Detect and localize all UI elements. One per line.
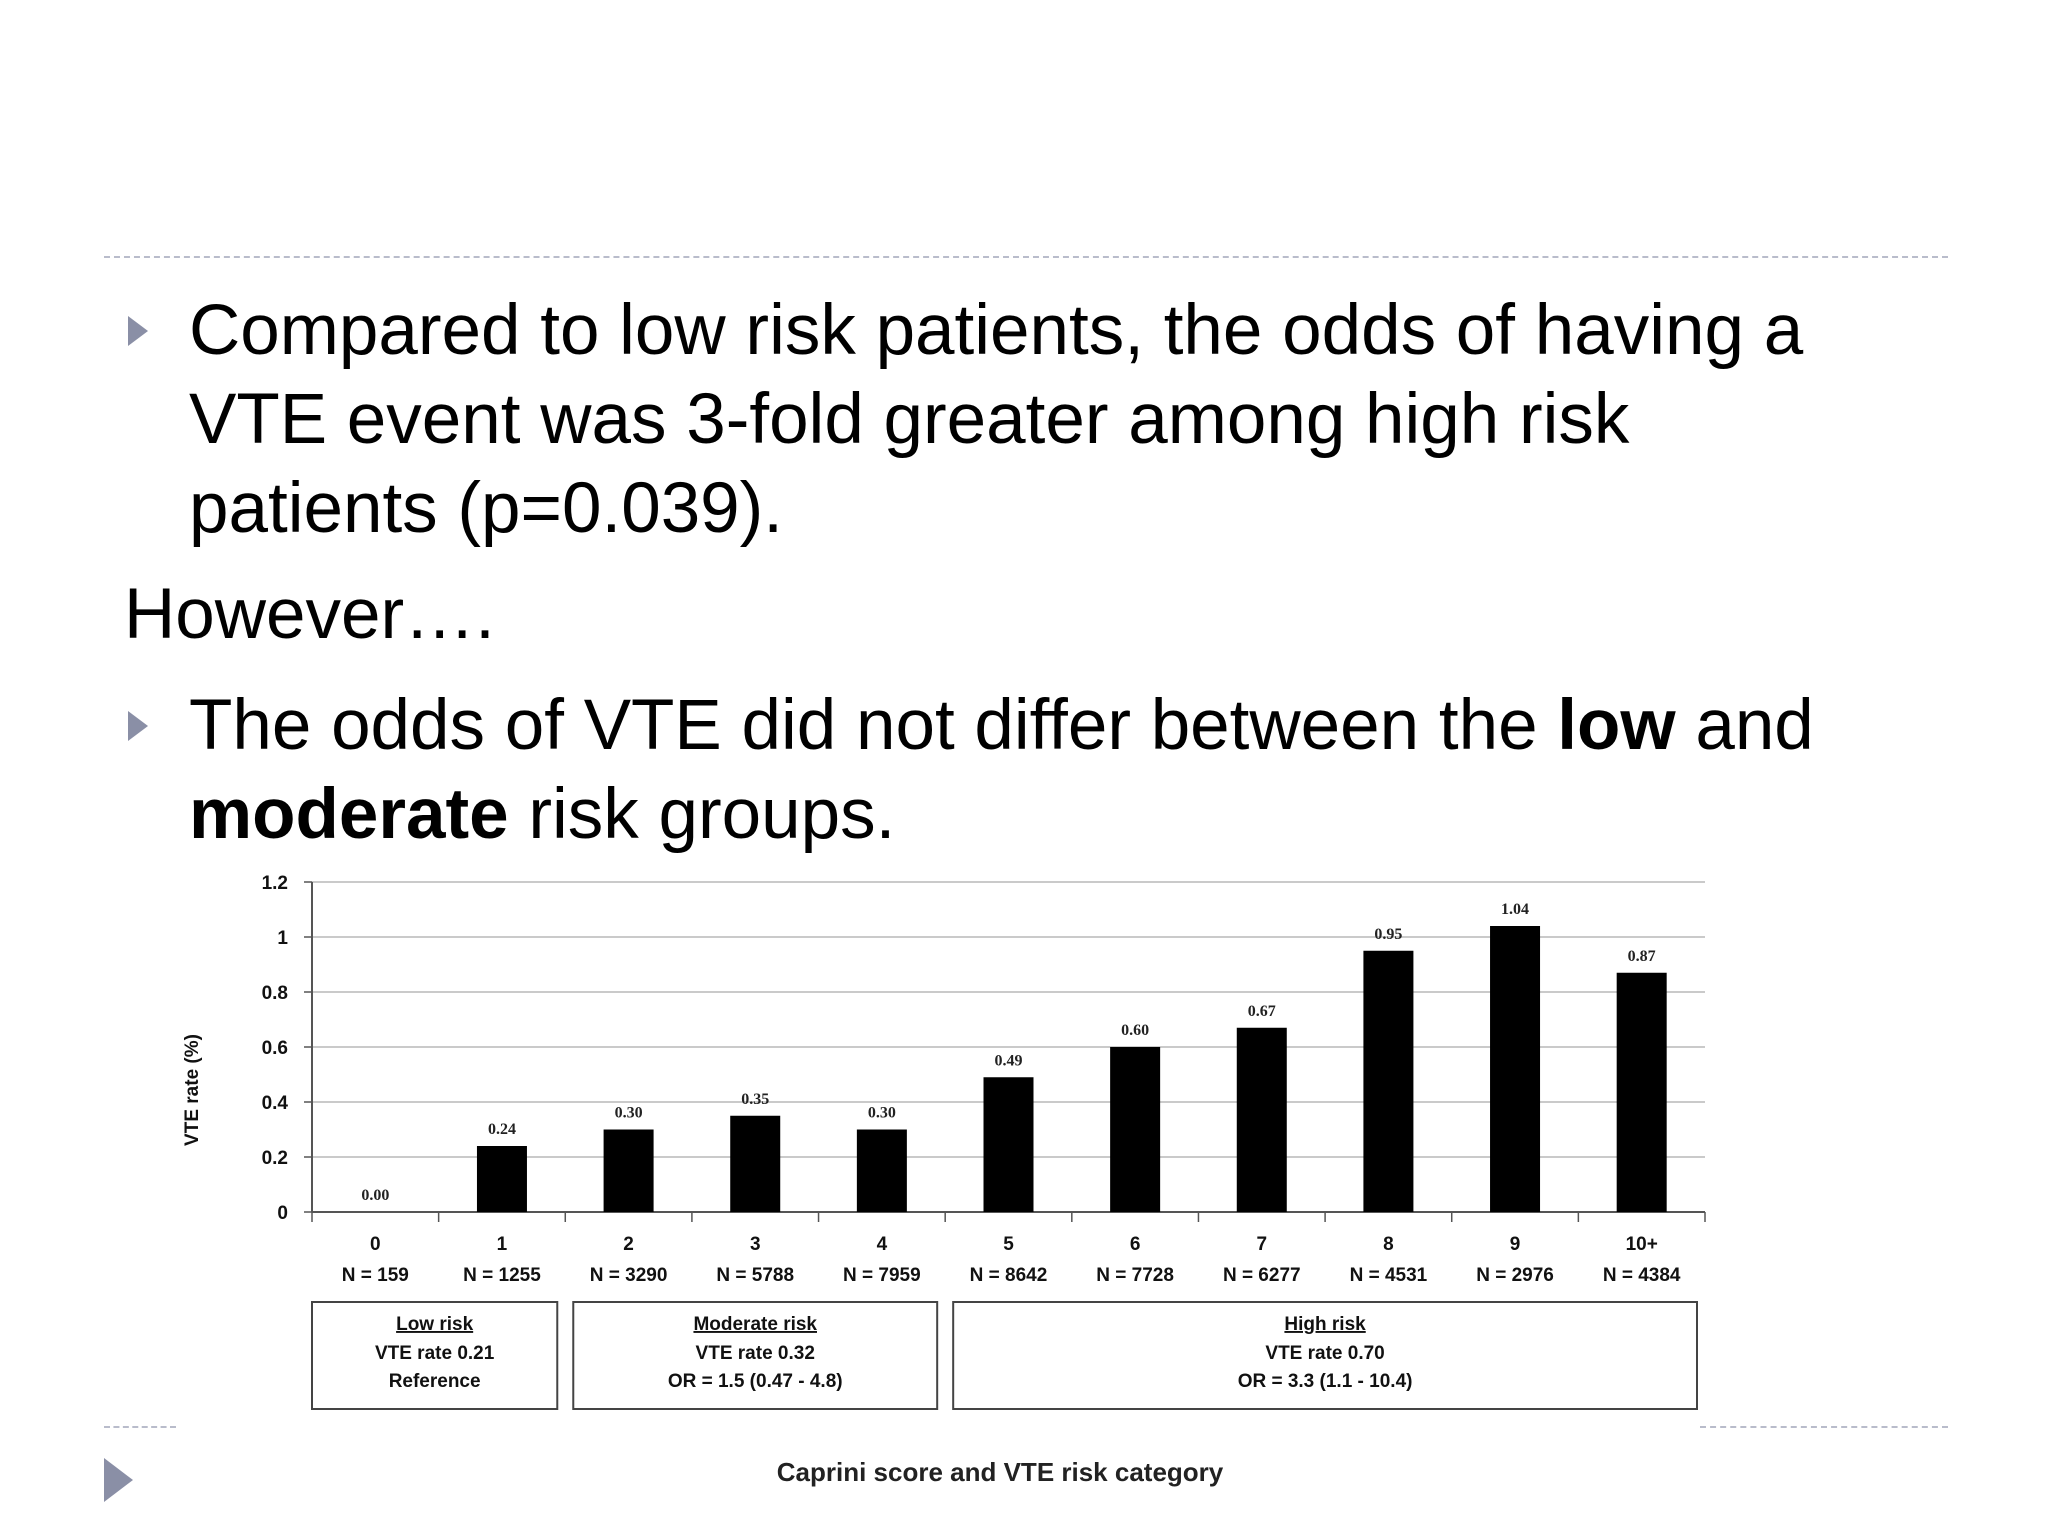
bar-value-label: 0.87: [1628, 948, 1656, 965]
bottom-divider-right: [1700, 1426, 1948, 1428]
bullet-2-text: The odds of VTE did not differ between t…: [189, 686, 1558, 765]
chart-categories: 0 N = 159 1 N = 1255 2 N = 3290 3 N = 5788 4 N = …: [342, 1234, 1681, 1286]
y-tick-label: 1: [277, 928, 288, 949]
x-sample-size-label: N = 7959: [843, 1265, 921, 1286]
y-tick-label: 0.4: [262, 1093, 289, 1114]
bar: [856, 1129, 907, 1212]
y-tick-label: 0.8: [262, 983, 288, 1004]
y-tick-label: 1.2: [262, 873, 288, 894]
bar: [1490, 926, 1541, 1212]
risk-group-box: [572, 1301, 939, 1410]
bar-value-label: 0.95: [1374, 926, 1402, 943]
bar: [1616, 972, 1667, 1212]
risk-group-rate: VTE rate 0.70: [1265, 1343, 1384, 1364]
x-category-label: 5: [1003, 1234, 1014, 1255]
x-category-label: 4: [877, 1234, 888, 1255]
x-category-label: 1: [497, 1234, 508, 1255]
bullet-2-line-2: moderate risk groups.: [189, 770, 2009, 859]
x-category-label: 6: [1130, 1234, 1141, 1255]
risk-group-title: Moderate risk: [693, 1314, 817, 1335]
bar-value-label: 0.67: [1248, 1003, 1276, 1020]
y-tick-label: 0.2: [262, 1148, 288, 1169]
y-tick-label: 0.6: [262, 1038, 288, 1059]
x-category-label: 8: [1383, 1234, 1394, 1255]
bullet-arrow-icon: [128, 316, 148, 346]
risk-group-odds: OR = 1.5 (0.47 - 4.8): [668, 1371, 843, 1392]
bar-value-label: 0.24: [488, 1121, 516, 1138]
y-tick-label: 0: [277, 1203, 288, 1224]
x-sample-size-label: N = 159: [342, 1265, 409, 1286]
x-sample-size-label: N = 6277: [1223, 1265, 1301, 1286]
y-axis-label: VTE rate (%): [182, 1034, 203, 1146]
x-sample-size-label: N = 8642: [970, 1265, 1048, 1286]
bar: [1363, 950, 1414, 1212]
bullet-2-text: and: [1675, 686, 1814, 765]
bullet-2-line-1: The odds of VTE did not differ between t…: [189, 681, 2009, 770]
x-sample-size-label: N = 5788: [716, 1265, 794, 1286]
chart-y-ticks: 0 0.2 0.4 0.6 0.8 1 1.2: [262, 873, 289, 1224]
x-sample-size-label: N = 7728: [1096, 1265, 1174, 1286]
risk-group-box: [952, 1301, 1698, 1410]
bar: [476, 1146, 527, 1212]
bar-value-label: 0.60: [1121, 1022, 1149, 1039]
chart-bars: 0.00 0.24 0.30 0.35 0.30 0.49 0.60 0.67 0.95 1.04…: [361, 901, 1667, 1212]
risk-group-odds: OR = 3.3 (1.1 - 10.4): [1238, 1371, 1413, 1392]
risk-group-rate: VTE rate 0.21: [375, 1343, 495, 1364]
bullet-1-line-3: patients (p=0.039).: [189, 469, 784, 548]
risk-group-title: Low risk: [396, 1314, 474, 1335]
bullet-2-text: risk groups.: [508, 775, 896, 854]
x-category-label: 3: [750, 1234, 761, 1255]
bar-value-label: 0.30: [868, 1105, 896, 1122]
bullet-2-bold-low: low: [1557, 686, 1676, 765]
bar-value-label: 0.30: [615, 1105, 643, 1122]
x-axis-label: Caprini score and VTE risk category: [777, 1457, 1224, 1487]
x-sample-size-label: N = 4384: [1603, 1265, 1681, 1286]
bar: [603, 1129, 654, 1212]
risk-group-odds: Reference: [389, 1371, 481, 1392]
bullet-1-line-2: VTE event was 3-fold greater among high …: [189, 380, 1630, 459]
risk-group-rate: VTE rate 0.32: [696, 1343, 815, 1364]
x-sample-size-label: N = 1255: [463, 1265, 541, 1286]
bar: [1110, 1047, 1161, 1212]
bar: [730, 1115, 781, 1212]
x-category-label: 9: [1510, 1234, 1521, 1255]
bar-value-label: 0.35: [741, 1091, 769, 1108]
risk-group-box: [311, 1301, 559, 1410]
bar: [983, 1077, 1034, 1212]
however-text: However….: [124, 575, 495, 654]
risk-group-title: High risk: [1284, 1314, 1366, 1335]
chart-risk-groups: Low risk VTE rate 0.21 Reference Moderate r…: [311, 1301, 1698, 1410]
bullet-2-bold-moderate: moderate: [189, 775, 509, 854]
bullet-1-line-1: Compared to low risk patients, the odds …: [189, 291, 1804, 370]
x-category-label: 7: [1256, 1234, 1267, 1255]
slide-corner-arrow-icon: [104, 1458, 133, 1502]
top-divider: [104, 256, 1948, 258]
bar-value-label: 1.04: [1501, 901, 1529, 918]
bar: [1236, 1027, 1287, 1212]
x-sample-size-label: N = 2976: [1476, 1265, 1554, 1286]
x-sample-size-label: N = 4531: [1350, 1265, 1428, 1286]
x-sample-size-label: N = 3290: [590, 1265, 668, 1286]
x-category-label: 0: [370, 1234, 381, 1255]
bottom-divider-left: [104, 1426, 176, 1428]
x-category-label: 10+: [1626, 1234, 1658, 1255]
bullet-arrow-icon: [128, 711, 148, 741]
bar-value-label: 0.00: [361, 1187, 389, 1204]
x-category-label: 2: [623, 1234, 634, 1255]
bar-value-label: 0.49: [995, 1052, 1023, 1069]
